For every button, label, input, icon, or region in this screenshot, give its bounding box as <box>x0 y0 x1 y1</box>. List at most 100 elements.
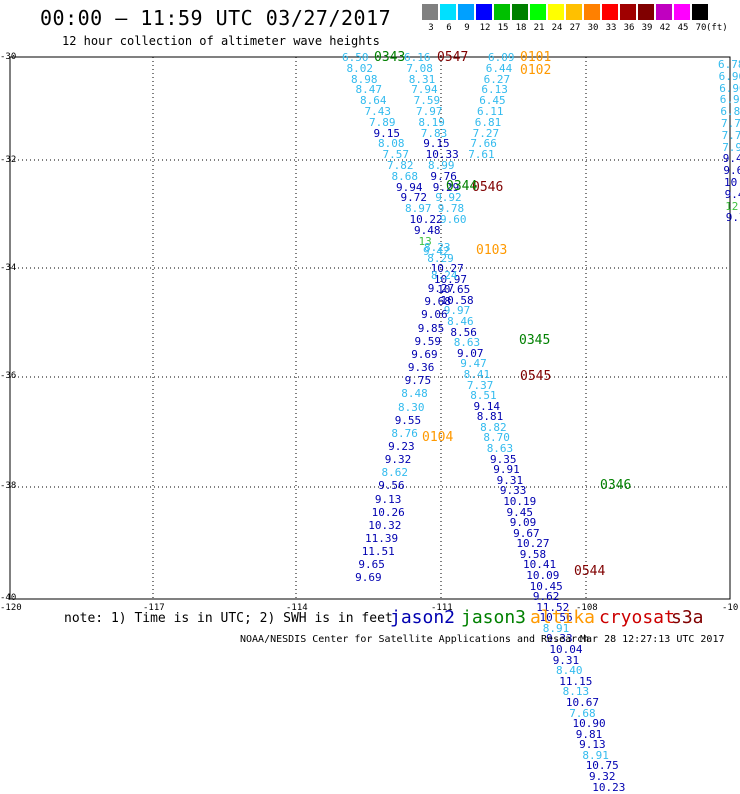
map-grid <box>9 56 731 600</box>
lat-label: -38 <box>0 481 17 491</box>
scale-swatch <box>494 4 510 20</box>
legend-jason2: jason2 <box>390 607 456 628</box>
map-frame <box>9 56 731 600</box>
wave-height-value: 9.69 <box>411 347 438 361</box>
wave-height-value: 8.08 <box>378 137 405 151</box>
wave-height-value: 8.31 <box>408 72 436 86</box>
wave-height-value: 9.32 <box>384 453 412 467</box>
wave-height-value: 6.92 <box>719 93 740 107</box>
wave-height-value: 10 <box>724 176 738 189</box>
wave-height-value: 8.76 <box>391 426 418 440</box>
scale-swatch <box>458 4 474 20</box>
scale-label: 36 <box>623 23 635 33</box>
time-label: 0344 <box>446 179 478 194</box>
wave-height-value: 6.78 <box>718 58 740 71</box>
wave-height-value: 11.51 <box>361 545 395 559</box>
wave-height-value: 6.8 <box>720 105 740 119</box>
scale-swatch <box>602 4 618 20</box>
page-title: 00:00 – 11:59 UTC 03/27/2017 <box>40 6 392 30</box>
wave-height-value: 10.33 <box>425 148 459 162</box>
wave-height-value: 7.68 <box>569 706 596 720</box>
wave-height-value: 10.65 <box>437 283 471 297</box>
wave-height-value: 9.15 <box>373 126 401 140</box>
scale-label: (ft) <box>706 23 728 33</box>
wave-height-value: 8.81 <box>476 410 504 424</box>
scale-swatch <box>422 4 438 20</box>
wave-height-value: 7.94 <box>411 83 438 97</box>
wave-height-value: 8.40 <box>556 664 583 678</box>
wave-height-value: 6.50 <box>342 51 369 64</box>
wave-height-value: 6.45 <box>479 94 506 108</box>
wave-height-value: 9.13 <box>374 492 402 506</box>
wave-height-value: 7.7 <box>721 117 740 130</box>
wave-height-value: 9.72 <box>400 191 428 205</box>
time-label: 0345 <box>519 333 551 348</box>
wave-height-value: 7.83 <box>420 126 448 140</box>
time-label: 0545 <box>520 369 552 384</box>
wave-height-value: 7.37 <box>466 378 494 392</box>
scale-label: 33 <box>605 23 617 33</box>
time-label: 0544 <box>574 564 606 579</box>
scale-label: 3 <box>428 23 434 33</box>
scale-swatch <box>638 4 654 20</box>
wave-height-value: 6.11 <box>477 105 504 118</box>
wave-height-value: 8.46 <box>447 315 474 329</box>
wave-height-value: 9.35 <box>490 452 517 466</box>
scale-swatch <box>440 4 456 20</box>
wave-height-value: 10.97 <box>433 272 468 286</box>
wave-height-value: 6.96 <box>718 69 740 83</box>
scale-swatch <box>692 4 708 20</box>
wave-height-value: 7.97 <box>416 105 443 118</box>
wave-height-value: 10.58 <box>440 293 474 307</box>
wave-height-value: 8.13 <box>562 685 590 699</box>
scale-label: 15 <box>497 23 509 33</box>
wave-height-value: 9.56 <box>378 479 405 493</box>
time-label: 0547 <box>437 50 469 65</box>
wave-height-value: 6.27 <box>483 72 511 86</box>
scale-swatch <box>548 4 564 20</box>
wave-height-value: 9.32 <box>589 770 616 783</box>
wave-height-value: 9.55 <box>394 413 422 427</box>
wave-height-value: 8.19 <box>418 115 445 129</box>
wave-height-value: 9.59 <box>414 334 442 348</box>
time-label: 0104 <box>422 430 454 445</box>
lat-label: -40 <box>0 593 17 603</box>
wave-height-value: 9.45 <box>506 505 534 519</box>
wave-height-value: 9.13 <box>579 738 606 752</box>
wave-height-value: 8.82 <box>480 420 507 434</box>
lon-label: -10 <box>722 603 739 613</box>
lat-label: -36 <box>0 371 17 381</box>
scale-label: 45 <box>677 23 689 33</box>
wave-height-value: 9.33 <box>499 484 527 498</box>
wave-height-value: 9.48 <box>414 223 441 237</box>
time-label: 0343 <box>374 50 406 65</box>
time-label: 0546 <box>472 180 504 195</box>
lon-label: -114 <box>286 603 308 613</box>
time-label: 0101 <box>520 50 552 65</box>
wave-height-value: 10.27 <box>430 262 464 276</box>
wave-height-value: 8.51 <box>470 389 497 403</box>
wave-height-value: 6.13 <box>481 83 508 97</box>
wave-height-value: 7.43 <box>364 105 392 118</box>
wave-height-value: 9.65 <box>358 558 385 572</box>
wave-height-value: 8.99 <box>428 159 455 172</box>
wave-height-value: 9.6 <box>723 164 740 178</box>
wave-height-value: 8.63 <box>486 442 514 456</box>
wave-height-value: 8.56 <box>450 325 477 339</box>
lon-label: -108 <box>576 603 598 613</box>
wave-height-value: 7.7 <box>721 128 740 142</box>
wave-height-value: 8.24 <box>431 269 458 282</box>
lon-label: -117 <box>143 603 165 613</box>
scale-label: 18 <box>515 23 527 33</box>
scale-swatch <box>674 4 690 20</box>
wave-height-value: 6.44 <box>485 61 513 75</box>
wave-height-value: 9.78 <box>437 202 465 216</box>
scale-label: 30 <box>587 23 599 33</box>
scale-label: 9 <box>464 23 470 33</box>
wave-height-value: 9.75 <box>404 374 432 388</box>
legend-cryosat: cryosat <box>599 607 675 628</box>
lat-label: -30 <box>0 52 17 62</box>
wave-height-value: 8.64 <box>360 94 387 108</box>
wave-height-value: 9.42 <box>423 245 450 259</box>
wave-height-value: 11.15 <box>559 674 593 688</box>
